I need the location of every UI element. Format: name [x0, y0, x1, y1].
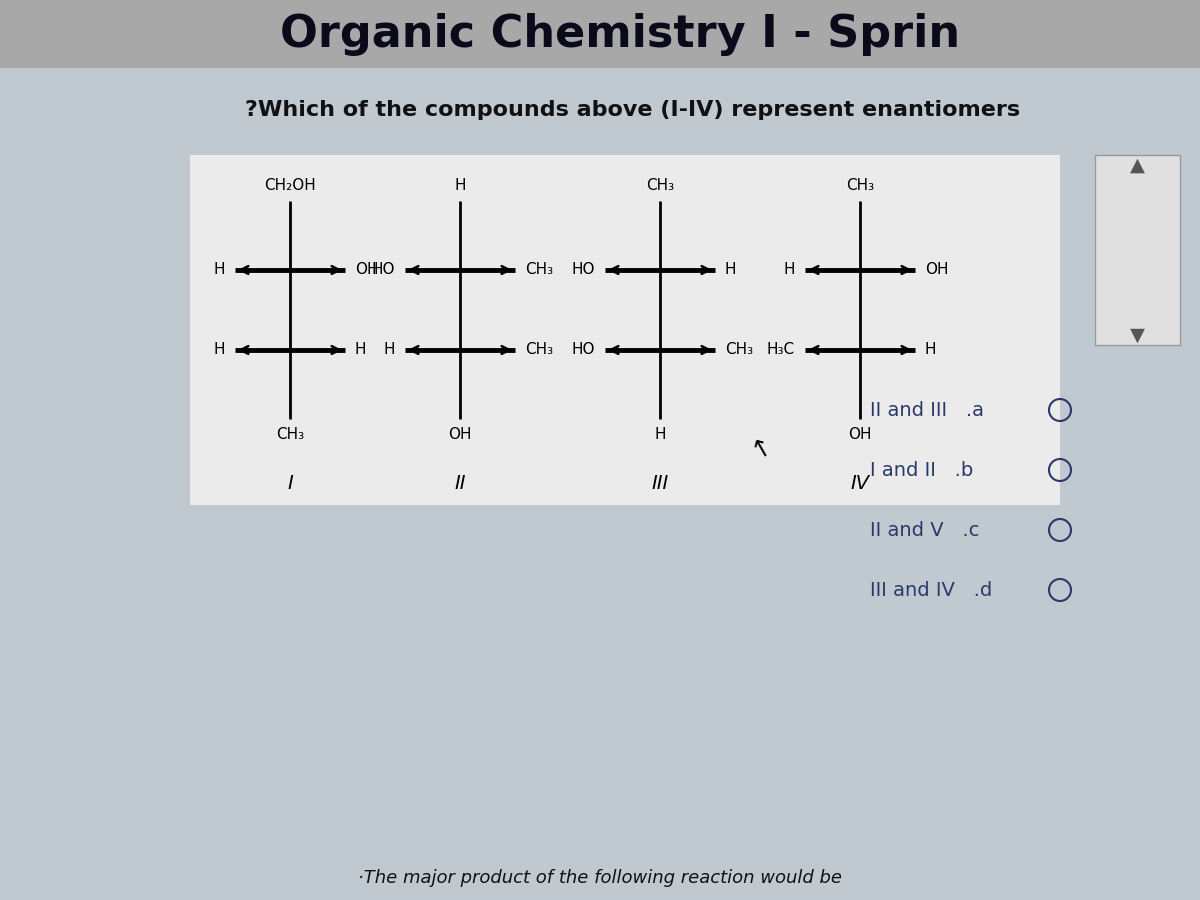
Text: IV: IV [851, 474, 870, 493]
Text: ?Which of the compounds above (I-IV) represent enantiomers: ?Which of the compounds above (I-IV) rep… [245, 100, 1020, 120]
Bar [190, 155, 1060, 505]
Text: CH₃: CH₃ [276, 427, 304, 442]
Text: I and II   .b: I and II .b [870, 461, 973, 480]
Text: CH₃: CH₃ [846, 178, 874, 193]
Text: H: H [925, 343, 936, 357]
Text: OH: OH [848, 427, 871, 442]
Text: ·The major product of the following reaction would be: ·The major product of the following reac… [358, 869, 842, 887]
Text: H: H [654, 427, 666, 442]
Text: III: III [652, 474, 668, 493]
Text: H: H [725, 263, 737, 277]
Text: III and IV   .d: III and IV .d [870, 580, 992, 599]
Text: ▼: ▼ [1129, 326, 1145, 345]
Text: CH₃: CH₃ [646, 178, 674, 193]
Text: ↖: ↖ [746, 436, 773, 464]
Text: OH: OH [449, 427, 472, 442]
Text: HO: HO [571, 343, 595, 357]
Text: II and V   .c: II and V .c [870, 520, 979, 539]
Text: CH₃: CH₃ [526, 343, 553, 357]
Text: OH: OH [355, 263, 378, 277]
Bar [1096, 155, 1180, 345]
Text: H: H [455, 178, 466, 193]
Text: CH₃: CH₃ [725, 343, 754, 357]
Text: Organic Chemistry I - Sprin: Organic Chemistry I - Sprin [280, 13, 960, 56]
Text: HO: HO [372, 263, 395, 277]
Text: II and III   .a: II and III .a [870, 400, 984, 419]
Text: H: H [384, 343, 395, 357]
Text: OH: OH [925, 263, 948, 277]
Text: H₃C: H₃C [767, 343, 796, 357]
Text: II: II [455, 474, 466, 493]
Text: H: H [214, 343, 226, 357]
Text: CH₂OH: CH₂OH [264, 178, 316, 193]
Text: H: H [214, 263, 226, 277]
Text: H: H [355, 343, 366, 357]
Text: HO: HO [571, 263, 595, 277]
Text: CH₃: CH₃ [526, 263, 553, 277]
Text: H: H [784, 263, 796, 277]
Text: I: I [287, 474, 293, 493]
Text: ▲: ▲ [1129, 156, 1145, 175]
Bar [0, 0, 1200, 68]
